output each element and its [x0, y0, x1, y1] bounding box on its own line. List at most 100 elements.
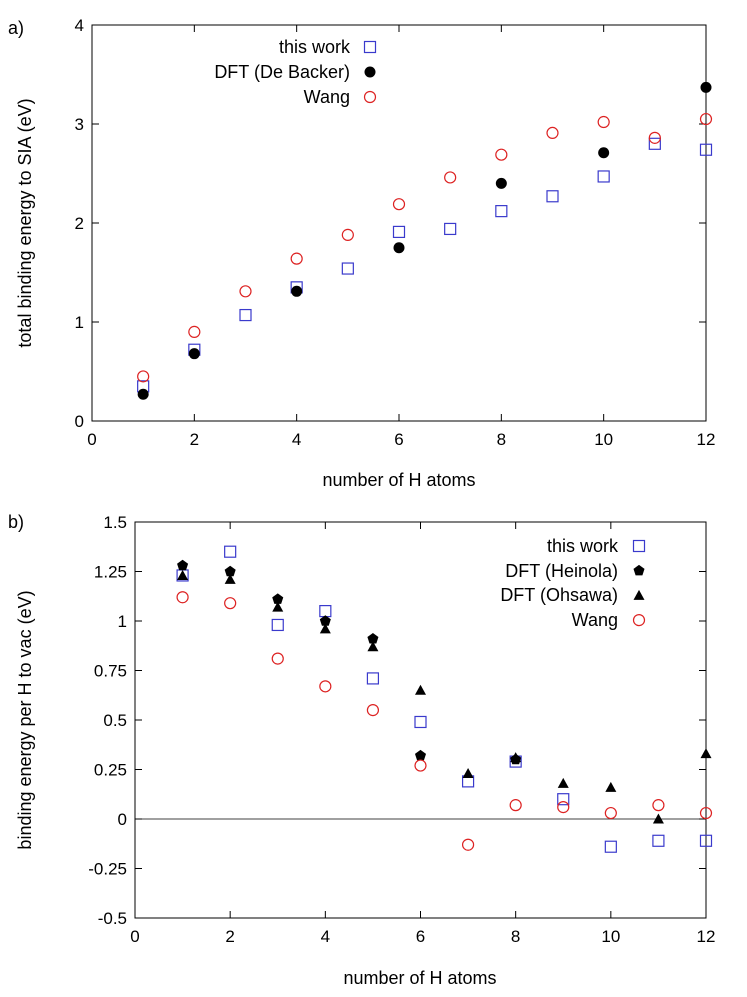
legend-label-heinola-b: DFT (Heinola): [505, 561, 618, 581]
point-dft-ohsawa-b: [605, 781, 617, 792]
y-tick-label: 1: [75, 313, 84, 332]
point-wang-a: [648, 131, 661, 144]
legend-marker-dft-ohsawa-b: [633, 589, 645, 600]
point-dft-heinola-b: [224, 565, 236, 577]
point-this-work-a: [444, 222, 457, 236]
point-dft-heinola-b: [177, 559, 189, 571]
plot-frame-a: [91, 24, 707, 422]
point-wang-b: [224, 597, 237, 610]
point-wang-b: [176, 591, 189, 604]
legend-marker-dft-heinola-b: [633, 564, 645, 576]
point-wang-a: [290, 252, 303, 265]
x-tick-label: 2: [190, 430, 199, 449]
point-dft-heinola-b: [367, 633, 379, 644]
point-this-work-a: [546, 190, 559, 203]
point-this-work-b: [366, 672, 380, 685]
point-this-work-b: [224, 545, 237, 558]
point-this-work-b: [652, 834, 665, 847]
point-this-work-a: [341, 262, 354, 275]
point-this-work-b: [604, 840, 617, 853]
y-axis-label-a: total binding energy to SIA (eV): [15, 98, 35, 347]
point-wang-b: [461, 838, 475, 851]
point-dft-de-backer-a: [188, 348, 200, 360]
x-tick-label: 0: [130, 927, 139, 946]
x-axis-label-b: number of H atoms: [343, 968, 496, 988]
y-tick-label: 1.25: [94, 563, 127, 582]
x-tick-label: 10: [601, 927, 620, 946]
point-wang-a: [188, 325, 201, 338]
legend-markers-a: [363, 40, 377, 104]
point-this-work-b: [557, 793, 570, 806]
point-dft-ohsawa-b: [462, 767, 474, 778]
y-tick-label: 0.75: [94, 662, 127, 681]
y-tick-label: -0.25: [88, 860, 127, 879]
y-tick-label: 0.5: [103, 711, 127, 730]
point-wang-b: [557, 801, 570, 814]
plot-frame-b: [134, 521, 707, 919]
legend-label-this-work-b: this work: [547, 536, 619, 556]
x-tick-label: 6: [394, 430, 403, 449]
point-dft-ohsawa-b: [367, 641, 379, 652]
data-marks-b: [135, 545, 713, 853]
panel-label-a: a): [8, 18, 24, 38]
x-tick-label: 6: [416, 927, 425, 946]
legend-label-wang-b: Wang: [572, 610, 618, 630]
point-wang-a: [495, 148, 508, 161]
x-tick-label: 12: [697, 927, 716, 946]
point-dft-ohsawa-b: [510, 752, 522, 763]
point-this-work-b: [414, 715, 427, 729]
point-wang-a: [444, 171, 457, 184]
point-dft-ohsawa-b: [557, 777, 569, 788]
point-this-work-a: [597, 170, 610, 183]
point-wang-b: [366, 703, 380, 717]
legend-label-de-backer-a: DFT (De Backer): [214, 62, 350, 82]
x-tick-label: 0: [87, 430, 96, 449]
point-this-work-b: [271, 618, 284, 632]
x-tick-label: 12: [697, 430, 716, 449]
point-this-work-b: [699, 834, 713, 847]
x-tick-label: 2: [225, 927, 234, 946]
legend-label-wang-a: Wang: [304, 87, 350, 107]
y-tick-label: 3: [75, 115, 84, 134]
point-dft-ohsawa-b: [652, 813, 664, 824]
x-tick-label: 10: [594, 430, 613, 449]
point-wang-b: [509, 799, 522, 812]
point-wang-b: [271, 652, 284, 665]
point-wang-a: [597, 115, 610, 129]
legend-marker-wang-a: [363, 90, 377, 104]
data-marks-a: [137, 81, 713, 400]
point-wang-b: [652, 799, 665, 812]
point-dft-ohsawa-b: [177, 569, 189, 580]
x-tick-label: 8: [511, 927, 520, 946]
y-tick-label: 2: [75, 214, 84, 233]
point-this-work-a: [495, 205, 508, 218]
legend-markers-b: [632, 539, 646, 627]
point-wang-b: [699, 806, 713, 820]
point-dft-de-backer-a: [495, 177, 507, 189]
point-wang-a: [341, 228, 354, 241]
y-tick-label: -0.5: [98, 909, 127, 928]
point-dft-ohsawa-b: [224, 573, 236, 584]
point-wang-a: [699, 112, 713, 126]
point-dft-de-backer-a: [700, 81, 712, 93]
point-dft-ohsawa-b: [415, 684, 426, 695]
point-this-work-b: [319, 604, 332, 618]
legend-label-this-work-a: this work: [279, 37, 351, 57]
y-tick-label: 1: [118, 612, 127, 631]
axis-ticks-b: 0 2 4 6 8 10 12 -0.5 -0.25 0 0.25 0.5 0.75 1 1.25 1.5: [88, 513, 715, 946]
point-dft-ohsawa-b: [319, 623, 331, 634]
chart-panel-b: b) 0 2 4 6 8 10 12 -0.5 -0.25 0 0.25 0.5 0.75 1 1.25 1.…: [8, 512, 715, 988]
point-wang-a: [392, 198, 406, 211]
point-this-work-a: [648, 137, 661, 150]
legend-label-ohsawa-b: DFT (Ohsawa): [500, 585, 618, 605]
legend-marker-wang-b: [632, 613, 646, 627]
point-wang-b: [414, 759, 427, 772]
point-this-work-a: [699, 143, 713, 156]
y-axis-label-b: binding energy per H to vac (eV): [15, 590, 35, 849]
point-this-work-a: [392, 225, 406, 239]
legend-marker-dft-de-backer-a: [364, 66, 376, 78]
legend-marker-this-work-a: [363, 40, 377, 54]
point-dft-heinola-b: [414, 749, 427, 761]
